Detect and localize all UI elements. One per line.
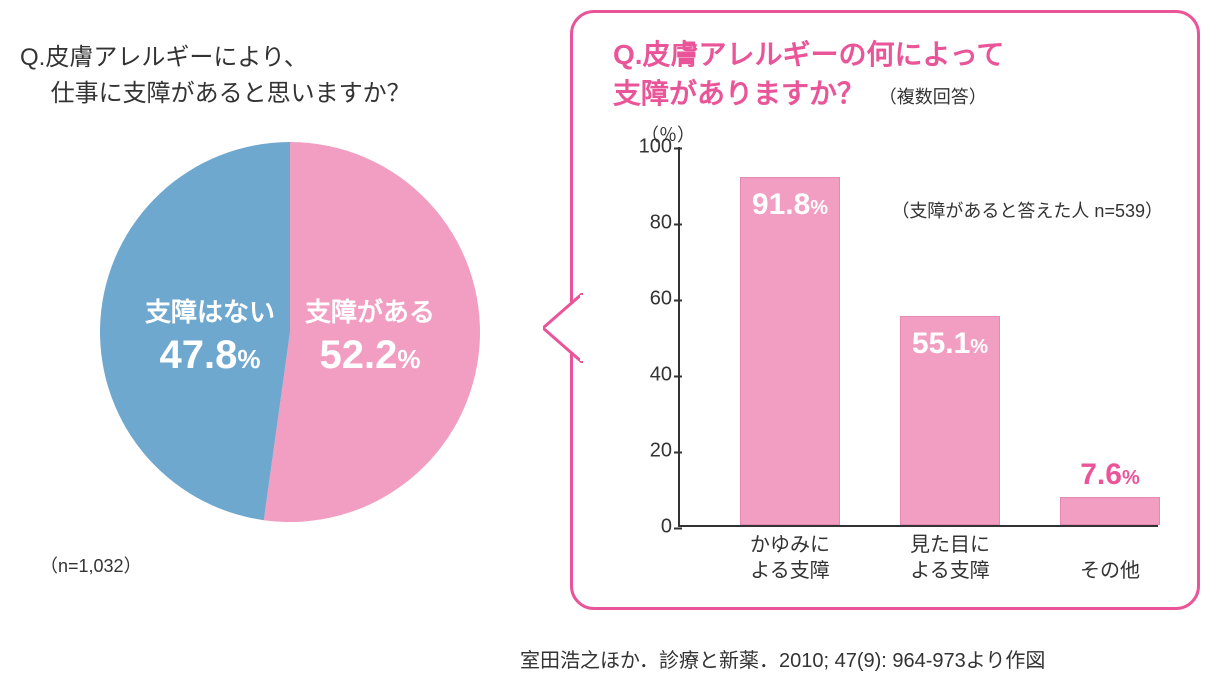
pie-label-yes: 支障がある 52.2% bbox=[290, 292, 450, 378]
bar-value-label: 7.6% bbox=[1080, 458, 1140, 492]
bar: 91.8%かゆみによる支障 bbox=[740, 177, 840, 526]
pie-chart: 支障はない 47.8% 支障がある 52.2% bbox=[100, 142, 480, 522]
right-n-note: （支障があると答えた人 n=539） bbox=[891, 197, 1163, 223]
pie-label-no: 支障はない 47.8% bbox=[130, 292, 290, 378]
left-n-note: （n=1,032） bbox=[40, 552, 560, 578]
percent-sign: % bbox=[237, 344, 260, 375]
callout-tail-icon bbox=[543, 293, 583, 363]
y-tick: 80 bbox=[630, 212, 672, 235]
right-question-line1: Q.皮膚アレルギーの何によって bbox=[613, 39, 1004, 70]
bar-category-label: かゆみによる支障 bbox=[710, 532, 870, 584]
bar-value-label: 91.8% bbox=[752, 188, 828, 222]
citation-text: 室田浩之ほか．診療と新薬．2010; 47(9): 964-973より作図 bbox=[520, 644, 1045, 673]
bar: 7.6%その他 bbox=[1060, 497, 1160, 526]
y-tick: 100 bbox=[630, 136, 672, 159]
bar-chart: （％） 02040608010091.8%かゆみによる支障55.1%見た目による… bbox=[613, 127, 1173, 587]
bar-category-label: その他 bbox=[1030, 558, 1190, 584]
y-tick: 40 bbox=[630, 364, 672, 387]
pie-slice-yes-label: 支障がある bbox=[290, 292, 450, 329]
right-question-line2: 支障がありますか？ bbox=[613, 78, 865, 109]
bar-value-label: 55.1% bbox=[912, 327, 988, 361]
pie-slice-no-value: 47.8 bbox=[160, 333, 238, 378]
bar: 55.1%見た目による支障 bbox=[900, 316, 1000, 525]
right-question: Q.皮膚アレルギーの何によって 支障がありますか？ （複数回答） bbox=[613, 35, 1169, 113]
pie-slice-no-label: 支障はない bbox=[130, 292, 290, 329]
callout-panel: Q.皮膚アレルギーの何によって 支障がありますか？ （複数回答） （％） 020… bbox=[570, 10, 1200, 610]
left-panel: Q.皮膚アレルギーにより、 仕事に支障があると思いますか？ 支障はない 47.8… bbox=[20, 40, 560, 578]
left-question: Q.皮膚アレルギーにより、 仕事に支障があると思いますか？ bbox=[20, 40, 560, 112]
y-tick: 20 bbox=[630, 440, 672, 463]
left-question-line2: 仕事に支障があると思いますか？ bbox=[20, 80, 411, 107]
left-question-line1: Q.皮膚アレルギーにより、 bbox=[20, 44, 308, 71]
pie-slice-yes-value: 52.2 bbox=[320, 333, 398, 378]
y-tick: 0 bbox=[630, 516, 672, 539]
y-tick: 60 bbox=[630, 288, 672, 311]
right-multi-note: （複数回答） bbox=[879, 87, 987, 107]
percent-sign: % bbox=[397, 344, 420, 375]
bar-category-label: 見た目による支障 bbox=[870, 532, 1030, 584]
